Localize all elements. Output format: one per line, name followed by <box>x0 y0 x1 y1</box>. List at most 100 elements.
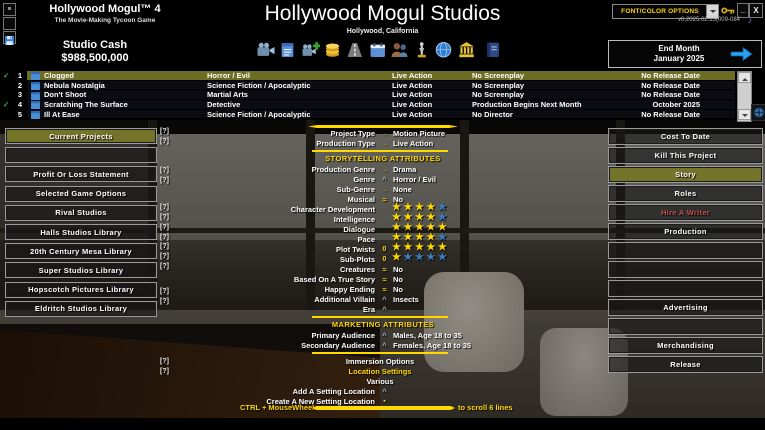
star-filled-icon[interactable]: ★ <box>392 202 404 213</box>
attribute-selector-icon[interactable]: ▪ <box>383 398 386 405</box>
project-row[interactable]: ✓ 1 Clogged Horror / Evil Live Action No Scre… <box>0 71 735 81</box>
sidebar-button-current-projects[interactable]: Current Projects <box>5 128 157 144</box>
coins-icon[interactable] <box>323 41 342 58</box>
bank-icon[interactable] <box>457 41 476 58</box>
star-filled-icon[interactable]: ★ <box>426 212 438 223</box>
star-filled-icon[interactable]: ★ <box>414 242 427 253</box>
help-link[interactable]: [?] <box>160 263 169 270</box>
project-button-advertising[interactable]: Advertising <box>608 299 763 316</box>
project-button-story[interactable]: Story <box>608 166 763 183</box>
star-filled-icon[interactable]: ★ <box>426 202 438 213</box>
star-rating[interactable]: ★★★★★ <box>392 213 449 223</box>
attribute-selector-icon[interactable]: ≈ <box>382 285 387 294</box>
attribute-value[interactable]: Insects <box>393 295 419 304</box>
help-link[interactable]: [?] <box>160 224 169 231</box>
project-button-cost-to-date[interactable]: Cost To Date <box>608 128 763 145</box>
close-button[interactable]: X <box>749 3 763 18</box>
attribute-value[interactable]: No <box>393 285 403 294</box>
project-button-roles[interactable]: Roles <box>608 185 763 202</box>
sidebar-button-rival-studios[interactable]: Rival Studios <box>5 204 157 221</box>
scroll-down-icon[interactable] <box>738 109 751 120</box>
star-empty-icon[interactable]: ★ <box>414 252 427 263</box>
project-button-kill-this-project[interactable]: Kill This Project <box>608 147 763 164</box>
attribute-selector-icon[interactable]: ≈ <box>382 195 387 204</box>
cast-people-icon[interactable] <box>390 41 409 58</box>
project-button-blank[interactable] <box>608 242 763 259</box>
attribute-selector-icon[interactable]: ≈ <box>382 275 387 284</box>
attribute-selector-icon[interactable]: ^ <box>382 295 387 304</box>
new-project-icon[interactable] <box>301 41 320 58</box>
movie-camera-icon[interactable] <box>256 41 275 58</box>
save-button[interactable] <box>3 31 16 45</box>
help-link[interactable]: [?] <box>160 204 169 211</box>
project-button-hire-a-writer[interactable]: Hire A Writer <box>608 204 763 221</box>
star-filled-icon[interactable]: ★ <box>414 222 427 233</box>
star-filled-icon[interactable]: ★ <box>403 232 415 243</box>
sidebar-button-selected-game-options[interactable]: Selected Game Options <box>5 185 157 202</box>
help-link[interactable]: [?] <box>160 177 169 184</box>
end-month-button[interactable]: End Month January 2025 <box>608 40 762 68</box>
immersion-option[interactable]: Immersion Options <box>345 357 415 366</box>
attribute-value[interactable]: Motion Picture <box>393 129 446 138</box>
help-link[interactable]: [?] <box>160 167 169 174</box>
star-filled-icon[interactable]: ★ <box>426 222 438 233</box>
help-link[interactable]: [?] <box>160 358 169 365</box>
sidebar-button-hopscotch-pictures-library[interactable]: Hopscotch Pictures Library <box>5 281 157 298</box>
star-filled-icon[interactable]: ★ <box>392 212 404 223</box>
road-icon[interactable] <box>345 41 364 58</box>
project-row[interactable]: 5 Ill At Ease Science Fiction / Apocalypti… <box>0 109 735 120</box>
star-filled-icon[interactable]: ★ <box>414 232 427 243</box>
key-icon[interactable] <box>721 4 735 17</box>
notepad-icon[interactable] <box>278 41 297 58</box>
calendar-icon[interactable] <box>368 41 387 58</box>
star-empty-icon[interactable]: ★ <box>426 252 438 263</box>
sidebar-button-super-studios-library[interactable]: Super Studios Library <box>5 262 157 279</box>
star-filled-icon[interactable]: ★ <box>392 252 404 263</box>
help-link[interactable]: [?] <box>160 298 169 305</box>
star-filled-icon[interactable]: ★ <box>392 222 404 233</box>
scroll-up-icon[interactable] <box>738 72 751 83</box>
project-button-release[interactable]: Release <box>608 356 763 373</box>
star-filled-icon[interactable]: ★ <box>426 242 438 253</box>
attribute-value[interactable]: No <box>393 195 403 204</box>
attribute-value[interactable]: No <box>393 265 403 274</box>
star-empty-icon[interactable]: ★ <box>437 212 450 223</box>
sidebar-button-profit-or-loss-statement[interactable]: Profit Or Loss Statement <box>5 166 157 183</box>
help-link[interactable]: [?] <box>160 368 169 375</box>
help-link[interactable]: [?] <box>160 234 169 241</box>
project-button-production[interactable]: Production <box>608 223 763 240</box>
help-link[interactable]: [?] <box>160 253 169 260</box>
star-rating[interactable]: ★★★★★ <box>392 253 449 263</box>
window-blank-button[interactable] <box>3 17 16 30</box>
attribute-value[interactable]: Drama <box>393 165 417 174</box>
sidebar-button-20th-century-mesa-library[interactable]: 20th Century Mesa Library <box>5 243 157 260</box>
attribute-selector-icon[interactable]: ^ <box>382 341 387 350</box>
star-rating[interactable]: ★★★★★ <box>392 203 449 213</box>
star-filled-icon[interactable]: ★ <box>403 242 415 253</box>
star-filled-icon[interactable]: ★ <box>392 232 404 243</box>
immersion-option[interactable]: Various <box>366 377 394 386</box>
star-filled-icon[interactable]: ★ <box>426 232 438 243</box>
attribute-value[interactable]: None <box>393 185 412 194</box>
star-filled-icon[interactable]: ★ <box>403 222 415 233</box>
star-empty-icon[interactable]: ★ <box>437 202 450 213</box>
attribute-selector-icon[interactable]: → <box>380 139 389 148</box>
help-link[interactable]: [?] <box>160 288 169 295</box>
attribute-selector-icon[interactable]: 0 <box>382 256 387 263</box>
attribute-selector-icon[interactable]: ^ <box>382 175 387 184</box>
project-row[interactable]: 2 Nebula Nostalgia Science Fiction / Apoca… <box>0 80 735 91</box>
star-filled-icon[interactable]: ★ <box>403 202 415 213</box>
attribute-value[interactable]: Horror / Evil <box>393 175 436 184</box>
attribute-selector-icon[interactable]: ≈ <box>382 265 387 274</box>
star-rating[interactable]: ★★★★★ <box>392 243 449 253</box>
attribute-value[interactable]: Females, Age 18 to 35 <box>393 341 472 350</box>
attribute-selector-icon[interactable]: → <box>380 165 389 174</box>
star-empty-icon[interactable]: ★ <box>437 252 450 263</box>
attribute-selector-icon[interactable]: ^ <box>382 305 387 314</box>
dropdown-arrow-icon[interactable] <box>706 4 719 19</box>
award-statue-icon[interactable] <box>412 41 431 58</box>
attribute-value[interactable]: Males, Age 18 to 35 <box>393 331 462 340</box>
project-row[interactable]: ✓ 4 Scratching The Surface Detective Live Ac… <box>0 100 735 110</box>
minimize-button[interactable]: _ <box>737 3 749 18</box>
project-row[interactable]: 3 Don't Shoot Martial Arts Live Action No Sc… <box>0 90 735 101</box>
